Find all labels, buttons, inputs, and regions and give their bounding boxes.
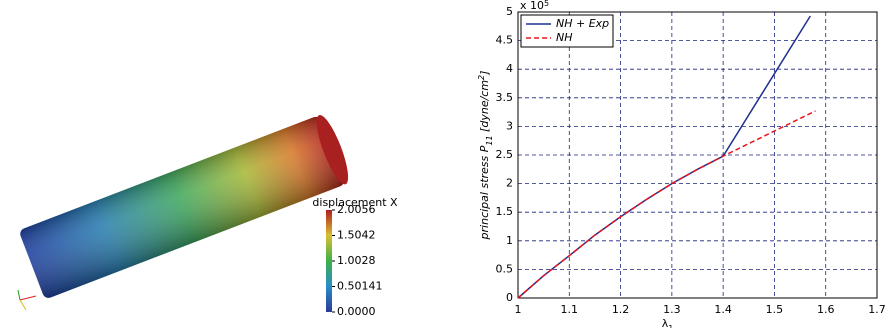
y-tick-label: 3 [506,119,513,132]
cylinder [19,112,355,300]
x-tick-label: 1.7 [868,303,885,316]
plot-frame [518,12,877,298]
y-tick-label: 2.5 [496,148,514,161]
x-tick-label: 1.5 [766,303,784,316]
y-tick-label: 0 [506,291,513,304]
y-tick-label: 2 [506,177,513,190]
y-axis-label-part: ] [478,71,491,76]
y-axis-label-part: [dyne/cm [478,80,491,136]
x-tick-label: 1.2 [612,303,630,316]
x-tick-label: 1.6 [817,303,835,316]
legend-label: NH [556,31,573,44]
legend-label: NH + Exp [556,17,609,30]
y-tick-label: 3.5 [496,91,514,104]
y-tick-label: 4 [506,62,513,75]
x-tick-label: 1.4 [714,303,732,316]
colorbar-tick-label: 0.50141 [337,279,383,292]
axes-triad [18,290,36,310]
page: displacement X 2.00561.50421.00280.50141… [0,0,885,328]
colorbar-tick-label: 1.5042 [337,229,376,242]
x-tick-label: 1.1 [561,303,579,316]
x-tick-label: 1 [515,303,522,316]
y-tick-label: 5 [506,5,513,18]
figure: displacement X 2.00561.50421.00280.50141… [0,0,885,328]
y-tick-label: 1.5 [496,205,514,218]
y-exponent-part: 5 [544,0,549,8]
y-axis-label: principal stress P11 [dyne/cm2] [477,71,494,241]
y-tick-label: 1 [506,234,513,247]
x-axis-label: λ1 [662,317,674,328]
y-exponent-part: x 10 [520,0,544,12]
series-line [518,111,815,298]
colorbar-tick-label: 1.0028 [337,254,376,267]
y-tick-label: 4.5 [496,34,514,47]
y-tick-label: 0.5 [496,262,514,275]
y-axis-label-part: 11 [485,135,494,145]
colorbar [326,210,332,312]
x-tick-label: 1.3 [663,303,681,316]
colorbar-tick-label: 0.0000 [337,305,376,318]
y-axis-label-part: principal stress P [478,145,491,240]
series-line [518,16,810,298]
colorbar-tick-label: 2.0056 [337,203,376,216]
x-axis-label-part: 1 [668,324,673,328]
y-exponent: x 105 [520,0,549,12]
